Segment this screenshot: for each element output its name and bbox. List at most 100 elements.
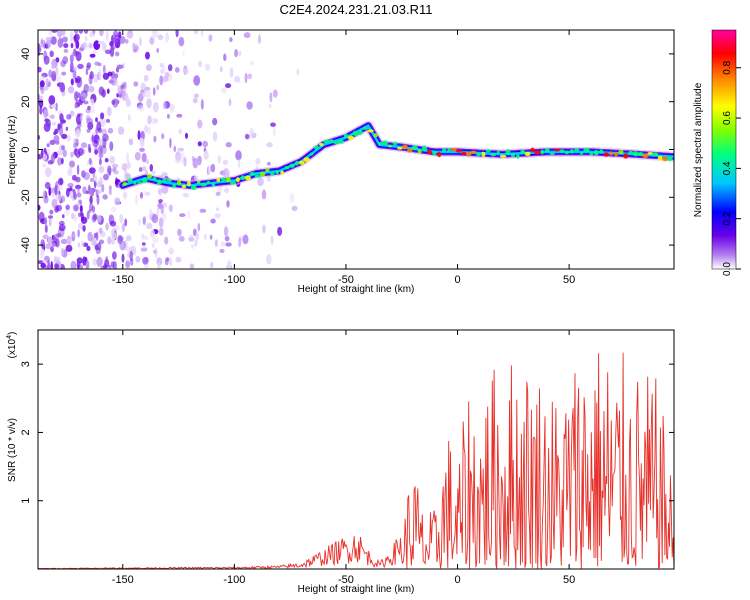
ridge-peak xyxy=(367,129,374,133)
noise-blob xyxy=(92,213,98,221)
noise-blob xyxy=(234,49,239,58)
noise-blob xyxy=(149,164,153,172)
colorbar-tick-label: 0.4 xyxy=(722,161,733,175)
noise-blob xyxy=(53,131,57,135)
noise-blob xyxy=(50,246,54,253)
noise-blob xyxy=(108,189,112,196)
ridge-peak xyxy=(254,174,261,178)
noise-blob xyxy=(67,182,74,188)
noise-blob xyxy=(220,241,227,247)
noise-blob xyxy=(173,145,177,152)
ridge-peak xyxy=(191,184,197,191)
noise-blob xyxy=(61,30,66,36)
ridge-peak xyxy=(534,150,541,155)
ridge-peak xyxy=(298,160,305,165)
noise-blob xyxy=(166,113,170,119)
ridge-peak xyxy=(280,170,284,175)
noise-blob xyxy=(76,264,84,269)
ridge-peak xyxy=(540,149,544,155)
ridge-peak xyxy=(470,150,477,154)
noise-blob xyxy=(215,207,220,212)
ridge-peak xyxy=(516,153,520,159)
ridge-peak xyxy=(221,177,226,182)
noise-blob xyxy=(104,49,112,55)
ridge-peak xyxy=(362,127,369,130)
noise-blob xyxy=(146,64,152,72)
noise-blob xyxy=(70,42,74,49)
noise-blob xyxy=(197,155,202,166)
noise-blob xyxy=(85,68,89,76)
noise-blob xyxy=(78,212,82,217)
noise-blob xyxy=(125,94,130,102)
ridge-peak xyxy=(216,178,221,182)
noise-blob xyxy=(66,235,72,245)
ridge-peak xyxy=(200,182,207,187)
ridge-peak xyxy=(352,130,360,137)
noise-blob xyxy=(193,30,199,35)
noise-blob xyxy=(255,157,261,165)
noise-blob xyxy=(174,67,180,73)
noise-blob xyxy=(78,222,84,230)
noise-blob xyxy=(229,67,234,78)
noise-blob xyxy=(88,167,96,174)
noise-blob xyxy=(197,222,201,232)
noise-blob xyxy=(59,82,65,93)
ridge-peak xyxy=(662,156,668,162)
ridge-peak xyxy=(225,177,231,183)
noise-blob xyxy=(71,212,75,220)
noise-blob xyxy=(112,261,117,269)
noise-blob xyxy=(192,157,199,169)
noise-blob xyxy=(97,127,102,134)
noise-blob xyxy=(74,103,78,109)
ridge-peak xyxy=(652,152,659,157)
noise-blob xyxy=(88,157,92,165)
noise-blob xyxy=(140,89,145,94)
noise-blob xyxy=(60,119,66,124)
noise-blob xyxy=(109,155,115,165)
colorbar-tick-label: 0.8 xyxy=(722,60,733,74)
ridge-peak xyxy=(569,149,574,154)
noise-blob xyxy=(149,208,153,219)
noise-blob xyxy=(77,187,80,195)
ridge-peak xyxy=(265,168,270,173)
noise-blob xyxy=(108,264,112,269)
ridge-peak xyxy=(407,148,413,153)
noise-blob xyxy=(113,37,118,44)
noise-blob xyxy=(63,48,69,53)
noise-blob xyxy=(214,239,218,248)
noise-blob xyxy=(79,205,83,213)
noise-blob xyxy=(107,127,114,134)
noise-blob xyxy=(96,214,102,223)
ridge-peak xyxy=(442,148,447,153)
ridge-peak xyxy=(642,153,649,158)
noise-blob xyxy=(242,234,249,245)
noise-blob xyxy=(63,43,69,49)
noise-blob xyxy=(141,152,147,163)
noise-blob xyxy=(102,194,108,200)
noise-blob xyxy=(258,34,261,44)
noise-blob xyxy=(104,158,109,163)
noise-blob xyxy=(59,113,64,122)
ridge-peak xyxy=(411,145,418,151)
noise-blob xyxy=(74,77,78,84)
noise-blob xyxy=(168,204,173,213)
noise-blob xyxy=(111,238,115,245)
ridge-peak xyxy=(319,142,324,147)
noise-blob xyxy=(144,124,149,133)
noise-blob xyxy=(89,71,94,80)
noise-blob xyxy=(69,54,74,63)
noise-blob xyxy=(77,229,80,238)
noise-blob xyxy=(65,204,70,211)
noise-blob xyxy=(55,57,60,63)
noise-blob xyxy=(111,99,115,105)
noise-blob xyxy=(57,123,61,131)
spectrogram-y-axis-label: Frequency (Hz) xyxy=(7,116,18,185)
noise-blob xyxy=(270,235,274,245)
noise-blob xyxy=(55,67,59,75)
noise-blob xyxy=(109,220,117,227)
noise-blob xyxy=(152,102,159,113)
spectrogram-y-tick-label: 40 xyxy=(20,48,32,60)
ridge-peak xyxy=(599,149,604,154)
noise-blob xyxy=(175,30,179,38)
